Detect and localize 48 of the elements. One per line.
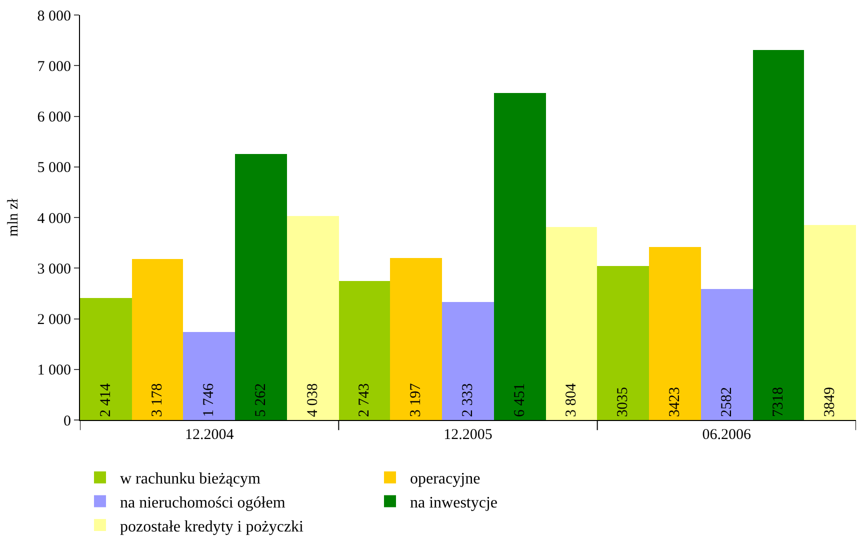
data-label: 6 451	[512, 383, 528, 417]
bar	[804, 225, 856, 420]
y-tick-label: 0	[64, 413, 71, 430]
bar	[649, 247, 701, 420]
data-label: 2 414	[98, 382, 114, 417]
x-tick-label: 12.2004	[184, 427, 234, 443]
legend-label: operacyjne	[410, 470, 480, 488]
data-label: 5 262	[253, 383, 269, 417]
bar	[80, 298, 132, 420]
data-label: 4 038	[305, 383, 321, 417]
y-tick-label: 8 000	[37, 8, 71, 24]
bar	[546, 227, 597, 420]
y-tick-label: 3 000	[37, 261, 71, 278]
y-axis-title: mln zł	[6, 198, 22, 236]
bar	[339, 281, 390, 420]
data-label: 3035	[615, 387, 631, 417]
bar	[132, 259, 183, 420]
bar	[597, 266, 649, 420]
data-label: 1 746	[201, 382, 217, 417]
data-label: 3 197	[408, 382, 424, 417]
bar	[390, 258, 442, 420]
data-label: 7318	[770, 387, 786, 417]
bar	[183, 332, 235, 420]
legend-label: na nieruchomości ogółem	[120, 494, 286, 512]
data-label: 2 333	[460, 383, 476, 417]
bar	[287, 216, 339, 420]
bar	[235, 154, 287, 420]
data-label: 2582	[719, 387, 735, 417]
bar	[494, 93, 546, 420]
bar	[442, 302, 494, 420]
data-label: 3 178	[150, 383, 166, 417]
y-tick-label: 2 000	[37, 312, 71, 328]
data-label: 3 804	[564, 382, 580, 417]
y-tick-label: 5 000	[37, 160, 71, 176]
y-tick-label: 4 000	[37, 210, 71, 227]
data-label: 3849	[822, 387, 838, 417]
x-tick-label: 06.2006	[702, 427, 752, 443]
y-tick-label: 6 000	[37, 110, 71, 126]
legend-label: na inwestycje	[410, 494, 498, 512]
data-label: 2 743	[356, 383, 372, 417]
y-tick-label: 1 000	[37, 362, 71, 379]
bar	[753, 50, 804, 420]
legend-label: pozostałe kredyty i pożyczki	[120, 518, 304, 536]
x-tick-label: 12.2005	[444, 427, 492, 443]
bar	[701, 289, 753, 420]
legend-label: w rachunku bieżącym	[120, 470, 261, 488]
data-label: 3423	[667, 387, 683, 417]
y-tick-label: 7 000	[37, 58, 71, 75]
